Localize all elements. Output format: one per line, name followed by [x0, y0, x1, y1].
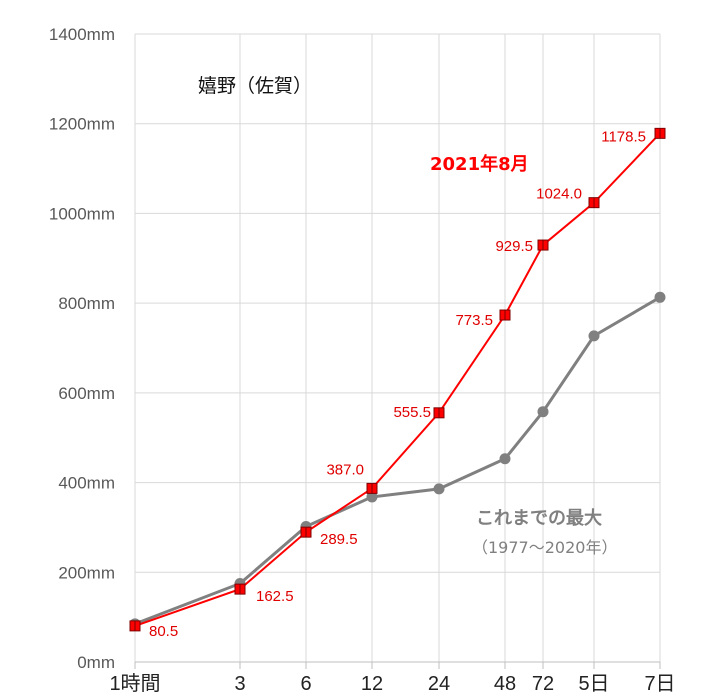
chart-title: 嬉野（佐賀）: [198, 75, 312, 97]
grid: [134, 33, 661, 669]
point-max: [537, 406, 549, 418]
y-tick-label: 200mm: [58, 563, 115, 582]
y-tick-label: 1200mm: [49, 115, 115, 134]
data-label: 1024.0: [536, 186, 582, 203]
data-label: 1178.5: [601, 128, 646, 145]
data-label: 80.5: [149, 623, 178, 640]
y-axis-ticks: 0mm 200mm 400mm 600mm 800mm 1000mm 1200mm 1400m…: [49, 25, 115, 672]
y-tick-label: 0mm: [77, 653, 115, 672]
x-tick-label: 1時間: [109, 672, 160, 695]
point-max: [366, 491, 378, 503]
series-sublabel-max: （1977～2020年）: [472, 538, 617, 557]
y-tick-label: 400mm: [58, 474, 115, 493]
x-tick-label: 6: [300, 673, 311, 695]
x-tick-label: 24: [428, 673, 450, 695]
data-label: 289.5: [320, 531, 358, 548]
series-label-2021: 2021年8月: [430, 153, 529, 175]
point-max: [588, 330, 600, 342]
data-label: 929.5: [495, 238, 533, 255]
data-labels: 80.5 162.5 289.5 387.0 555.5 773.5 929.5 1024.0…: [149, 128, 646, 640]
series-2021-august: [129, 127, 666, 632]
data-label: 387.0: [326, 461, 364, 478]
x-axis-ticks: 1時間 3 6 12 24 48 72 5日 7日: [109, 672, 675, 695]
point-max: [654, 291, 666, 303]
x-tick-label: 3: [234, 673, 245, 695]
x-tick-label: 72: [532, 673, 554, 695]
x-tick-label: 48: [494, 673, 516, 695]
y-tick-label: 800mm: [58, 294, 115, 313]
y-tick-label: 1000mm: [49, 204, 115, 223]
y-tick-label: 1400mm: [49, 25, 115, 44]
series-label-max: これまでの最大: [476, 507, 602, 529]
point-max: [499, 453, 511, 465]
x-tick-label: 5日: [578, 673, 609, 695]
data-label: 162.5: [256, 588, 294, 605]
x-tick-label: 7日: [644, 673, 675, 695]
y-tick-label: 600mm: [58, 384, 115, 403]
data-label: 773.5: [455, 312, 493, 329]
x-tick-label: 12: [361, 673, 383, 695]
data-label: 555.5: [393, 404, 431, 421]
point-max: [433, 483, 445, 495]
